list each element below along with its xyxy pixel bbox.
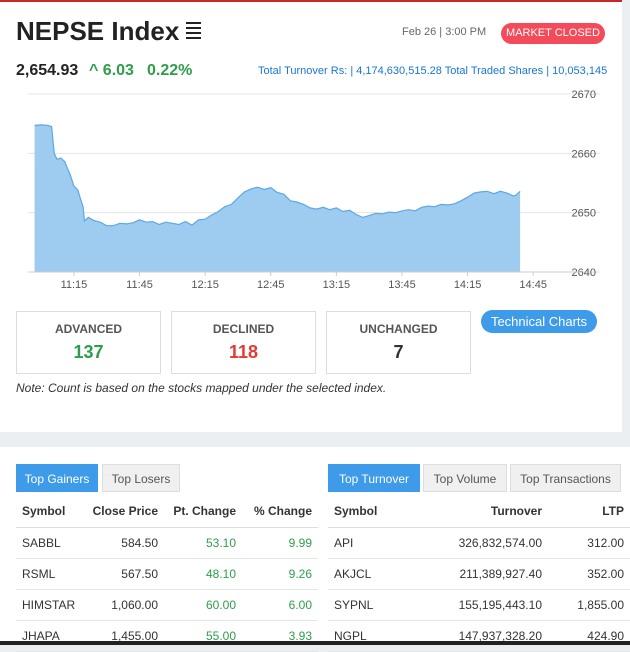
ltp-cell: 352.00: [548, 558, 630, 590]
y-tick-label: 2670: [572, 89, 596, 101]
index-change: ^ 6.03: [89, 62, 134, 79]
advanced-box: ADVANCED 137: [16, 311, 161, 374]
table-header-row: Symbol Close Price Pt. Change % Change: [16, 496, 318, 528]
table-row[interactable]: SYPNL 155,195,443.10 1,855.00: [328, 589, 630, 621]
close-price-cell: 1,060.00: [84, 589, 164, 621]
turnover-table: Symbol Turnover LTP API 326,832,574.00 3…: [328, 496, 630, 652]
x-tick-label: 12:45: [257, 279, 285, 291]
pct-change-cell: 9.26: [242, 558, 318, 590]
col-symbol: Symbol: [328, 496, 408, 528]
declined-box: DECLINED 118: [171, 311, 316, 374]
x-tick-label: 12:15: [191, 279, 219, 291]
tab-top-turnover[interactable]: Top Turnover: [328, 464, 420, 492]
unchanged-label: UNCHANGED: [359, 322, 438, 336]
pt-change-cell: 53.10: [164, 527, 242, 559]
advanced-label: ADVANCED: [54, 322, 123, 336]
ltp-cell: 1,855.00: [548, 589, 630, 621]
advanced-count: 137: [73, 342, 104, 362]
col-turnover: Turnover: [408, 496, 548, 528]
market-status-badge: MARKET CLOSED: [501, 23, 605, 44]
index-value: 2,654.93: [16, 62, 79, 79]
y-tick-label: 2660: [572, 148, 596, 160]
pt-change-cell: 48.10: [164, 558, 242, 590]
col-close-price: Close Price: [84, 496, 164, 528]
declined-label: DECLINED: [212, 322, 275, 336]
x-tick-label: 14:45: [519, 279, 547, 291]
symbol-cell[interactable]: AKJCL: [328, 558, 408, 590]
tab-top-volume[interactable]: Top Volume: [423, 464, 507, 492]
technical-charts-button[interactable]: Technical Charts: [481, 310, 597, 333]
table-row[interactable]: HIMSTAR 1,060.00 60.00 6.00: [16, 589, 318, 621]
turnover-cell: 155,195,443.10: [408, 589, 548, 621]
ltp-cell: 312.00: [548, 527, 630, 559]
symbol-cell[interactable]: SYPNL: [328, 589, 408, 621]
tab-top-transactions[interactable]: Top Transactions: [510, 464, 621, 492]
unchanged-count: 7: [393, 342, 404, 362]
pt-change-cell: 55.00: [164, 620, 242, 652]
menu-icon[interactable]: [186, 22, 201, 39]
pct-change-cell: 3.93: [242, 620, 318, 652]
close-price-cell: 567.50: [84, 558, 164, 590]
page-title: NEPSE Index: [16, 16, 180, 46]
table-row[interactable]: API 326,832,574.00 312.00: [328, 527, 630, 559]
bottom-scroll-edge: [0, 641, 630, 645]
pct-change-cell: 9.99: [242, 527, 318, 559]
turnover-cell: 326,832,574.00: [408, 527, 548, 559]
table-row[interactable]: SABBL 584.50 53.10 9.99: [16, 527, 318, 559]
y-tick-label: 2640: [572, 267, 596, 279]
symbol-cell[interactable]: SABBL: [16, 527, 84, 559]
symbol-cell[interactable]: HIMSTAR: [16, 589, 84, 621]
market-date: Feb 26 | 3:00 PM: [402, 26, 487, 38]
close-price-cell: 584.50: [84, 527, 164, 559]
col-pct-change: % Change: [242, 496, 318, 528]
index-percent: 0.22%: [147, 62, 193, 79]
table-row[interactable]: AKJCL 211,389,927.40 352.00: [328, 558, 630, 590]
note-text: Note: Count is based on the stocks mappe…: [16, 381, 387, 395]
gainers-table: Symbol Close Price Pt. Change % Change S…: [16, 496, 318, 652]
col-ltp: LTP: [548, 496, 630, 528]
col-pt-change: Pt. Change: [164, 496, 242, 528]
col-symbol: Symbol: [16, 496, 84, 528]
table-header-row: Symbol Turnover LTP: [328, 496, 630, 528]
x-tick-label: 13:45: [388, 279, 416, 291]
x-tick-label: 14:15: [454, 279, 482, 291]
turnover-cell: 147,937,328.20: [408, 620, 548, 652]
x-tick-label: 11:45: [126, 279, 153, 291]
symbol-cell[interactable]: RSML: [16, 558, 84, 590]
x-tick-label: 13:15: [323, 279, 351, 291]
ltp-cell: 424.90: [548, 620, 630, 652]
index-line: [34, 124, 521, 227]
unchanged-box: UNCHANGED 7: [326, 311, 471, 374]
x-tick-label: 11:15: [61, 279, 88, 291]
symbol-cell[interactable]: NGPL: [328, 620, 408, 652]
table-row[interactable]: RSML 567.50 48.10 9.26: [16, 558, 318, 590]
symbol-cell[interactable]: JHAPA: [16, 620, 84, 652]
pct-change-cell: 6.00: [242, 589, 318, 621]
index-chart: 2640 2650 2660 2670 11:15 11:45 12:15 12:45 13:1…: [28, 89, 600, 291]
symbol-cell[interactable]: API: [328, 527, 408, 559]
tab-top-gainers[interactable]: Top Gainers: [16, 464, 98, 492]
table-row[interactable]: JHAPA 1,455.00 55.00 3.93: [16, 620, 318, 652]
turnover-summary: Total Turnover Rs: | 4,174,630,515.28 To…: [258, 65, 608, 77]
tab-top-losers[interactable]: Top Losers: [102, 464, 180, 492]
table-row[interactable]: NGPL 147,937,328.20 424.90: [328, 620, 630, 652]
declined-count: 118: [228, 342, 259, 362]
turnover-cell: 211,389,927.40: [408, 558, 548, 590]
pt-change-cell: 60.00: [164, 589, 242, 621]
y-tick-label: 2650: [572, 208, 596, 220]
index-area: [34, 124, 521, 273]
close-price-cell: 1,455.00: [84, 620, 164, 652]
